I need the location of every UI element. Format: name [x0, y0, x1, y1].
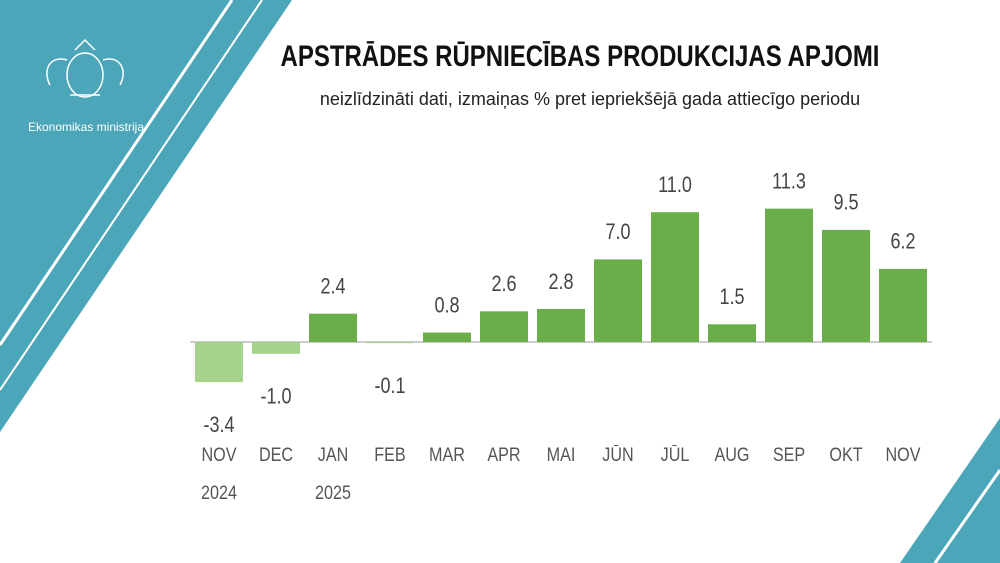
decor-right	[900, 418, 1000, 563]
brand: Ekonomikas ministrija	[28, 120, 144, 134]
value-label: 11.0	[658, 173, 692, 197]
bar	[366, 342, 414, 344]
bar	[822, 229, 870, 342]
value-label: 6.2	[890, 230, 915, 254]
value-label: 2.4	[320, 275, 345, 299]
x-tick-label: DEC	[258, 445, 294, 466]
x-tick-label: MAR	[429, 445, 465, 466]
value-label: 2.6	[491, 273, 516, 297]
bar	[195, 342, 243, 383]
bar	[480, 311, 528, 342]
value-label: 9.5	[833, 191, 858, 215]
bar	[309, 313, 357, 342]
value-label: 2.8	[548, 270, 573, 294]
x-tick-label: OKT	[829, 445, 863, 466]
bar	[708, 324, 756, 342]
value-label: 0.8	[434, 294, 459, 318]
value-label: 1.5	[719, 286, 744, 310]
decor-left	[0, 0, 292, 432]
chart-title: APSTRĀDES RŪPNIECĪBAS PRODUKCIJAS APJOMI	[281, 38, 880, 72]
decor-stripe	[933, 469, 1000, 563]
x-tick-label: MAI	[546, 445, 576, 466]
x-tick-label: JŪL	[660, 445, 690, 466]
x-tick-label: AUG	[714, 445, 750, 466]
x-tick-label: SEP	[772, 445, 806, 466]
chart-subtitle: neizlīdzināti dati, izmaiņas % pret iepr…	[320, 89, 860, 109]
decor-stripe	[0, 0, 234, 346]
logo	[46, 38, 124, 98]
decor-stripe	[0, 0, 263, 391]
bar	[879, 268, 927, 342]
x-tick-label: FEB	[374, 445, 406, 466]
value-label: 7.0	[605, 221, 630, 245]
bar	[537, 308, 585, 342]
value-label: -1.0	[260, 385, 291, 409]
x-tick-label: JŪN	[602, 445, 634, 466]
bar	[651, 212, 699, 342]
x-tick-label: JAN 2025	[315, 445, 351, 504]
value-label: -0.1	[374, 374, 405, 398]
bar	[423, 332, 471, 342]
value-label: -3.4	[203, 413, 234, 437]
value-label: 11.3	[772, 170, 806, 194]
x-tick-label: NOV	[885, 445, 921, 466]
bar	[765, 208, 813, 342]
x-tick-label: NOV 2024	[201, 445, 237, 504]
bar	[594, 259, 642, 342]
x-tick-label: APR	[487, 445, 521, 466]
bar	[252, 342, 300, 354]
